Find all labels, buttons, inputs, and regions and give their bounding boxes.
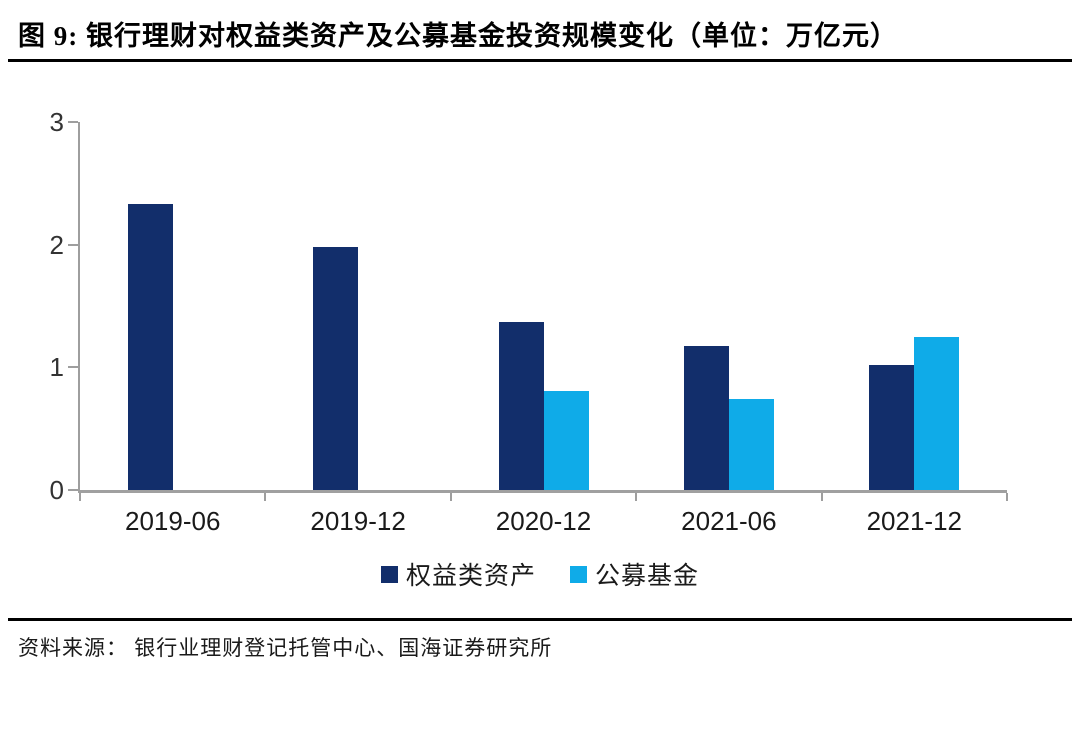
y-tick-label: 0 [49,475,64,505]
x-tick-mark [1006,493,1008,501]
bar [127,204,173,490]
figure-title: 图 9: 银行理财对权益类资产及公募基金投资规模变化（单位：万亿元） [18,21,898,51]
x-tick-mark [79,493,81,501]
x-category-label: 2019-06 [124,506,221,536]
legend-swatch-icon [380,565,398,583]
bar [914,336,960,490]
x-tick-mark [264,493,267,501]
x-tick-mark [820,493,823,501]
bar [313,247,359,490]
y-tick-mark [68,121,78,123]
footer-divider [8,618,1072,621]
x-category-label: 2019-12 [310,506,406,536]
y-tick-label: 3 [49,107,64,137]
y-tick-label: 2 [49,229,64,260]
source-note: 资料来源： 银行业理财登记托管中心、国海证券研究所 [18,636,553,660]
x-category-label: 2020-12 [495,506,592,536]
y-tick-mark [68,366,78,369]
x-category-label: 2021-12 [866,506,962,536]
bar [728,399,774,490]
bar [869,364,915,490]
legend-label: 公募基金 [595,562,700,590]
legend-item: 权益类资产 [380,556,536,592]
plot-area: 0 1 2 3 2019-06 2019-12 2020-12 2021-06 2021-12 [50,107,1008,536]
bar-chart: 0 1 2 3 2019-06 2019-12 2020-12 2021-06 2021-12 … [0,62,1080,618]
bar [543,390,589,490]
x-tick-mark [449,493,452,501]
y-tick-label: 1 [49,352,64,383]
bar [683,346,729,490]
legend-item: 公募基金 [570,556,699,592]
title-divider [8,59,1072,62]
chart-legend: 权益类资产 公募基金 [0,556,1080,592]
y-tick-mark [68,243,78,246]
x-category-label: 2021-06 [681,506,777,536]
x-tick-mark [635,493,638,501]
legend-swatch-icon [570,565,587,583]
bar [498,321,544,490]
legend-label: 权益类资产 [405,562,536,590]
y-tick-mark [68,489,78,491]
